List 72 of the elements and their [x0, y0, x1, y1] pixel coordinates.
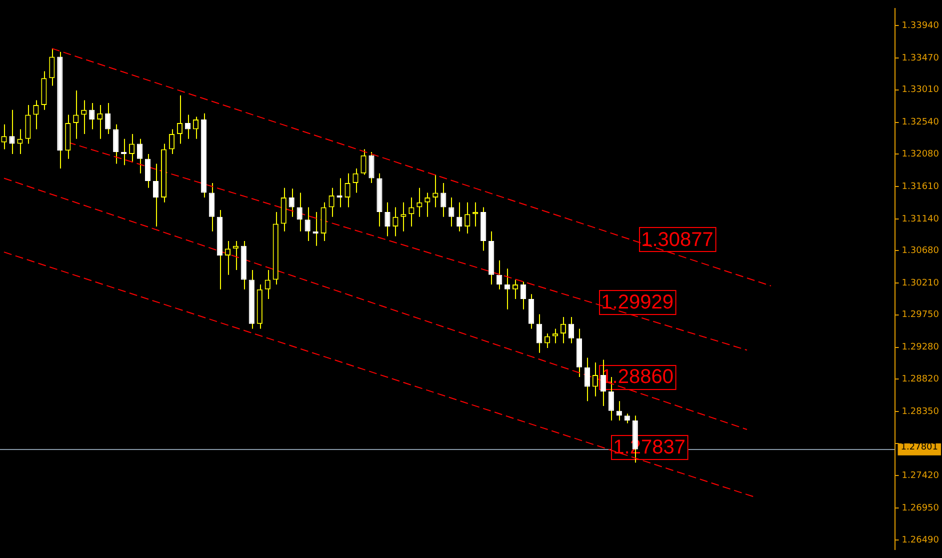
candlestick — [528, 294, 534, 330]
candlestick — [296, 192, 302, 232]
y-tick-label: 1.30210 — [902, 278, 940, 288]
candlestick — [600, 359, 606, 407]
candlestick — [49, 48, 55, 86]
y-tick-label: 1.33940 — [902, 21, 940, 31]
candlestick — [137, 138, 143, 174]
candlestick — [536, 314, 542, 354]
y-tick-label: 1.33470 — [902, 53, 940, 64]
y-tick-label: 1.26490 — [902, 535, 940, 546]
candlestick — [464, 202, 470, 234]
y-tick-label: 1.26950 — [902, 504, 940, 514]
candlestick — [408, 197, 414, 228]
y-tick-label: 1.31140 — [902, 214, 940, 224]
candlestick — [9, 109, 15, 155]
candlestick — [97, 104, 103, 140]
annotation: 1.28860 — [601, 366, 674, 388]
candlestick — [352, 168, 358, 194]
candlestick — [105, 102, 111, 135]
candlestick — [328, 187, 334, 218]
candlestick — [592, 362, 598, 397]
candlestick — [440, 182, 446, 218]
candlestick — [368, 151, 374, 184]
candlestick — [520, 281, 526, 310]
candlestick — [224, 240, 230, 276]
y-tick-label: 1.29280 — [902, 342, 940, 353]
y-tick-label: 1.27420 — [902, 471, 940, 482]
candlestick — [344, 172, 350, 208]
candlestick — [89, 102, 95, 130]
candlestick — [584, 357, 590, 402]
candlestick — [400, 202, 406, 232]
y-tick-label: 1.32080 — [902, 149, 940, 160]
candlestick — [560, 316, 566, 344]
candlestick — [288, 188, 294, 218]
y-tick-label: 1.31610 — [902, 182, 940, 192]
candlestick — [192, 116, 199, 140]
y-tick-label: 1.29750 — [902, 310, 940, 320]
candlestick — [512, 279, 518, 300]
candlestick — [392, 206, 398, 237]
candlestick — [208, 182, 215, 232]
y-tick-label: 1.30680 — [902, 246, 940, 256]
y-tick-label: 1.28350 — [902, 406, 940, 417]
candlestick — [496, 260, 502, 290]
y-tick-label: 1.33010 — [902, 85, 940, 96]
candlestick — [152, 163, 159, 228]
candlestick — [304, 206, 310, 242]
candlestick — [17, 128, 23, 155]
candlestick — [456, 202, 462, 232]
candlestick — [113, 124, 119, 164]
ref-line-label: 1.27801 — [900, 442, 938, 452]
candlestick — [145, 154, 151, 188]
candlestick — [25, 104, 31, 144]
candlestick — [552, 328, 558, 344]
candlestick — [448, 197, 454, 228]
annotation: 1.30877 — [641, 228, 714, 251]
candlestick — [432, 174, 438, 208]
candlestick — [568, 316, 574, 344]
annotation: 1.29929 — [601, 291, 674, 314]
candlestick — [129, 134, 135, 162]
candlestick — [360, 148, 366, 176]
candlestick — [33, 100, 39, 130]
candlestick — [384, 202, 390, 237]
candlestick — [168, 128, 175, 155]
candlestick — [424, 192, 430, 218]
candlestick — [504, 268, 510, 310]
candlestick — [176, 94, 183, 144]
y-tick-label: 1.28820 — [902, 374, 940, 384]
candlestick — [624, 413, 630, 424]
candlestick — [264, 270, 270, 300]
y-tick-label: 1.32540 — [902, 118, 940, 128]
candlestick — [73, 90, 79, 140]
candlestick — [184, 114, 191, 140]
